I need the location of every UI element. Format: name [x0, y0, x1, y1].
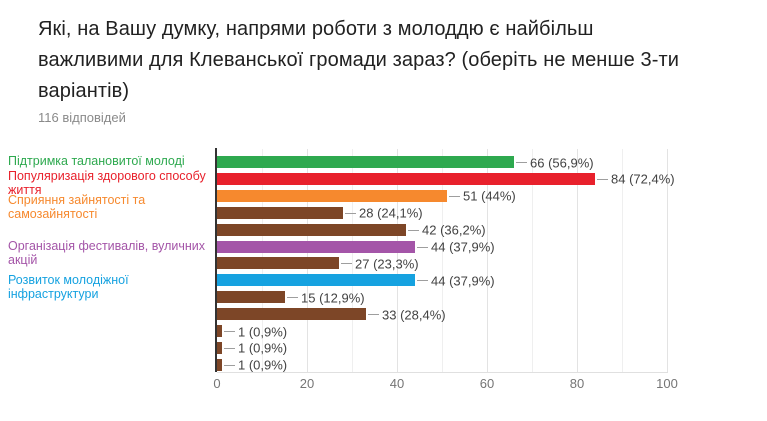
bar-value-label: 66 (56,9%) [530, 155, 594, 170]
gridline [442, 149, 443, 372]
x-axis-line [217, 372, 668, 373]
category-label: Розвиток молодіжної інфраструктури [8, 273, 129, 301]
bar-value-connector [597, 178, 608, 180]
category-label: Організація фестивалів, вуличних акцій [8, 239, 206, 267]
bar-value-connector [368, 314, 379, 316]
x-axis-tick-label: 60 [479, 376, 495, 391]
bar [217, 274, 415, 287]
category-label: Популяризація здорового способу життя [8, 169, 206, 197]
bar [217, 257, 339, 270]
bar-value-connector [345, 212, 356, 214]
bar-value-connector [224, 347, 235, 349]
bar-value-label: 44 (37,9%) [431, 273, 495, 289]
bar-value-connector [449, 195, 460, 197]
bar-value-connector [224, 364, 235, 366]
bar-value-label: 1 (0,9%) [238, 324, 288, 339]
bar [217, 325, 222, 337]
bar-value-label: 42 (36,2%) [422, 222, 486, 238]
x-axis-tick-label: 20 [299, 376, 315, 391]
x-axis-tick-label: 40 [389, 376, 405, 391]
bar [217, 291, 285, 304]
x-axis-tick-label: 0 [213, 376, 221, 391]
gridline [622, 149, 623, 372]
bar-value-label: 1 (0,9%) [238, 357, 288, 373]
bar-value-connector [287, 297, 298, 299]
bar-value-connector [417, 246, 428, 248]
gridline [532, 149, 533, 372]
bar-value-connector [341, 263, 352, 265]
x-axis-tick-label: 80 [569, 376, 585, 391]
bar-value-label: 51 (44%) [463, 188, 516, 204]
bar [217, 206, 343, 219]
bar-value-label: 84 (72,4%) [611, 171, 675, 187]
bar-value-label: 1 (0,9%) [238, 340, 288, 356]
bar-value-connector [408, 229, 419, 231]
bar [217, 172, 595, 185]
bar-value-label: 15 (12,9%) [301, 290, 365, 306]
question-title: Які, на Вашу думку, напрями роботи з мол… [38, 18, 679, 102]
bar [217, 156, 514, 168]
bar-value-label: 27 (23,3%) [355, 256, 419, 272]
gridline [667, 149, 668, 372]
bar [217, 189, 447, 202]
gridline [577, 149, 578, 372]
bar [217, 308, 366, 321]
x-axis-tick-label: 100 [656, 376, 678, 391]
gridline [352, 149, 353, 372]
bar-value-connector [417, 280, 428, 282]
bar-value-label: 33 (28,4%) [382, 307, 446, 323]
gridline [487, 149, 488, 372]
gridline [397, 149, 398, 372]
bar-value-connector [224, 331, 235, 332]
bar [217, 223, 406, 236]
responses-count: 116 відповідей [38, 110, 126, 125]
category-label: Сприяння зайнятості та самозайнятості [8, 193, 146, 221]
y-axis-line [215, 148, 217, 372]
category-label: Підтримка талановитої молоді [8, 154, 185, 168]
bar-value-label: 44 (37,9%) [431, 239, 495, 255]
bar [217, 358, 222, 371]
bar [217, 341, 222, 354]
bar-value-label: 28 (24,1%) [359, 205, 423, 221]
bar-value-connector [516, 162, 527, 163]
bar [217, 240, 415, 253]
